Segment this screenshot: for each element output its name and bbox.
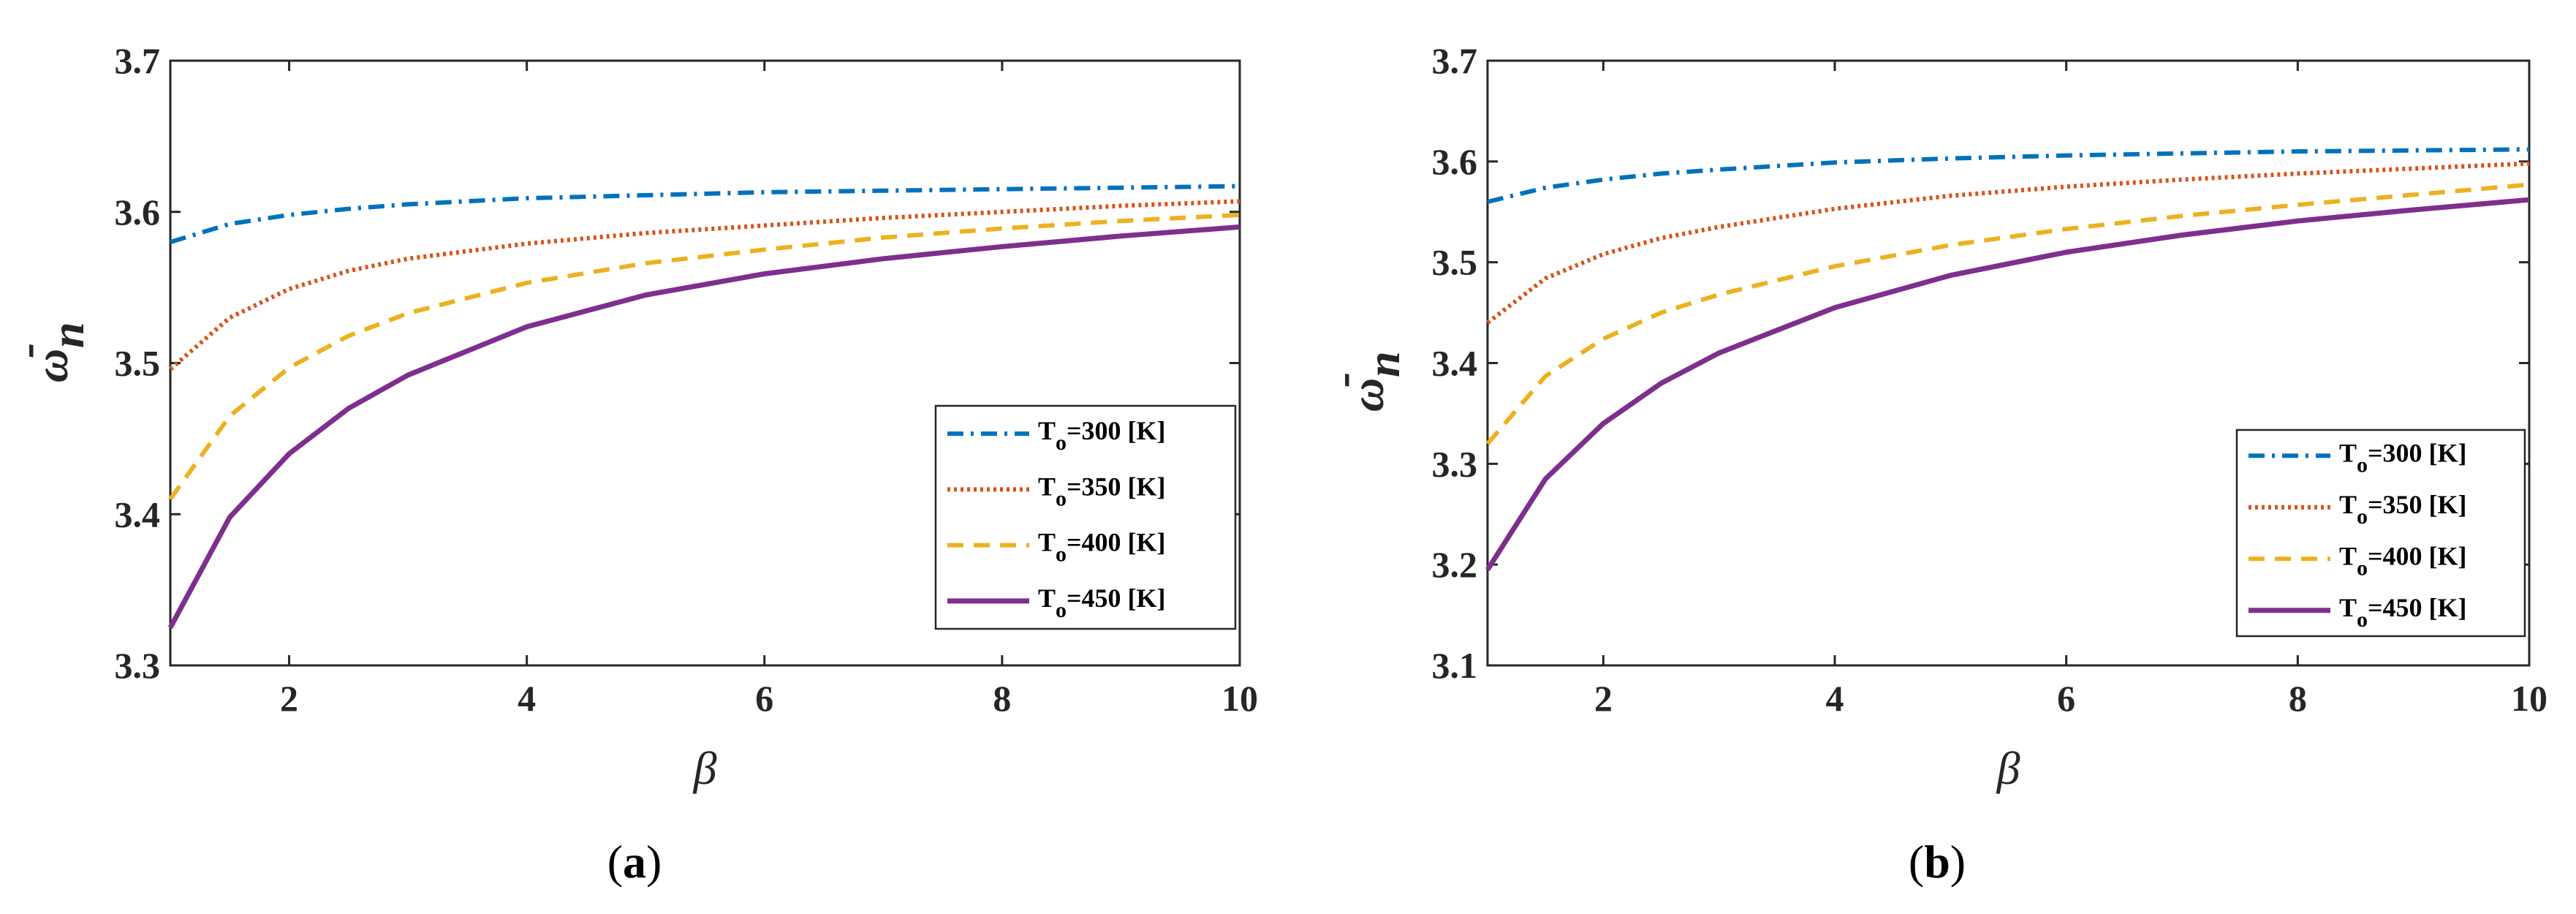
- y-tick-label: 3.3: [1432, 443, 1478, 484]
- x-tick-label: 6: [755, 678, 773, 719]
- chart-panel-a: 3.3 3.4 3.5 3.6 3.7 2 4 6 8 10 β ω-n To=300 [K] To=35…: [1, 40, 1258, 888]
- y-tick-label: 3.4: [115, 494, 161, 535]
- y-tick-label: 3.2: [1432, 544, 1478, 585]
- x-tick-label: 4: [1826, 678, 1844, 719]
- legend: To=300 [K] To=350 [K] To=400 [K] To=450 [K]: [2235, 428, 2526, 638]
- y-axis-label-symbol: ω: [26, 349, 77, 382]
- y-axis-label: ω-n: [1317, 351, 1409, 412]
- y-axis-label-sup: -: [1, 343, 53, 358]
- y-tick-label: 3.7: [115, 40, 161, 81]
- x-tick-label: 2: [280, 678, 298, 719]
- legend-label-2: To=350 [K]: [1038, 472, 1166, 510]
- x-tick-label: 2: [1594, 678, 1613, 719]
- y-tick-label: 3.5: [1432, 242, 1478, 283]
- series-line-4: [167, 224, 1240, 629]
- y-tick-label: 3.5: [115, 343, 161, 384]
- x-tick-label: 4: [518, 678, 536, 719]
- series-line-2: [1486, 161, 2530, 325]
- panel-caption: (a): [607, 836, 662, 888]
- legend-label-4: To=450 [K]: [2339, 593, 2467, 632]
- series-line-1: [170, 184, 1240, 244]
- y-tick-label: 3.6: [1432, 141, 1478, 182]
- y-tick-label: 3.6: [115, 192, 161, 233]
- legend-label-2: To=350 [K]: [2339, 490, 2467, 529]
- legend: To=300 [K] To=350 [K] To=400 [K] To=450 [K]: [934, 404, 1237, 630]
- x-axis-label: β: [692, 742, 717, 794]
- y-axis-label-sub: n: [1357, 351, 1409, 377]
- x-tick-label: 10: [1221, 678, 1258, 719]
- y-tick-label: 3.7: [1432, 40, 1478, 81]
- y-tick-label: 3.1: [1432, 645, 1478, 686]
- legend-label-3: To=400 [K]: [1038, 528, 1166, 567]
- series-line-3: [1485, 182, 2530, 445]
- y-tick-label: 3.3: [115, 645, 161, 686]
- series-line-3: [168, 212, 1240, 501]
- x-axis-label: β: [1996, 742, 2020, 794]
- legend-box: [934, 404, 1237, 630]
- x-tick-label: 8: [2289, 678, 2307, 719]
- x-tick-label: 8: [993, 678, 1011, 719]
- legend-label-4: To=450 [K]: [1038, 583, 1166, 622]
- legend-label-1: To=300 [K]: [1038, 416, 1166, 455]
- legend-label-3: To=400 [K]: [2339, 541, 2467, 580]
- y-axis-label-symbol: ω: [1341, 378, 1393, 412]
- series-line-2: [169, 199, 1240, 371]
- x-tick-label: 10: [2511, 678, 2547, 719]
- y-axis-label-sup: -: [1317, 372, 1368, 388]
- y-axis-label-sub: n: [42, 322, 94, 348]
- legend-label-1: To=300 [K]: [2339, 438, 2467, 477]
- series-line-4: [1485, 197, 2530, 571]
- y-axis-label: ω-n: [1, 322, 94, 382]
- legend-box: [2235, 428, 2526, 638]
- y-tick-label: 3.4: [1432, 343, 1478, 384]
- x-tick-label: 6: [2057, 678, 2075, 719]
- series-line-1: [1487, 147, 2530, 204]
- chart-panel-b: 3.1 3.2 3.3 3.4 3.5 3.6 3.7 2 4 6 8 10 β ω-n To=300 [K…: [1317, 40, 2547, 888]
- panel-caption: (b): [1909, 836, 1966, 888]
